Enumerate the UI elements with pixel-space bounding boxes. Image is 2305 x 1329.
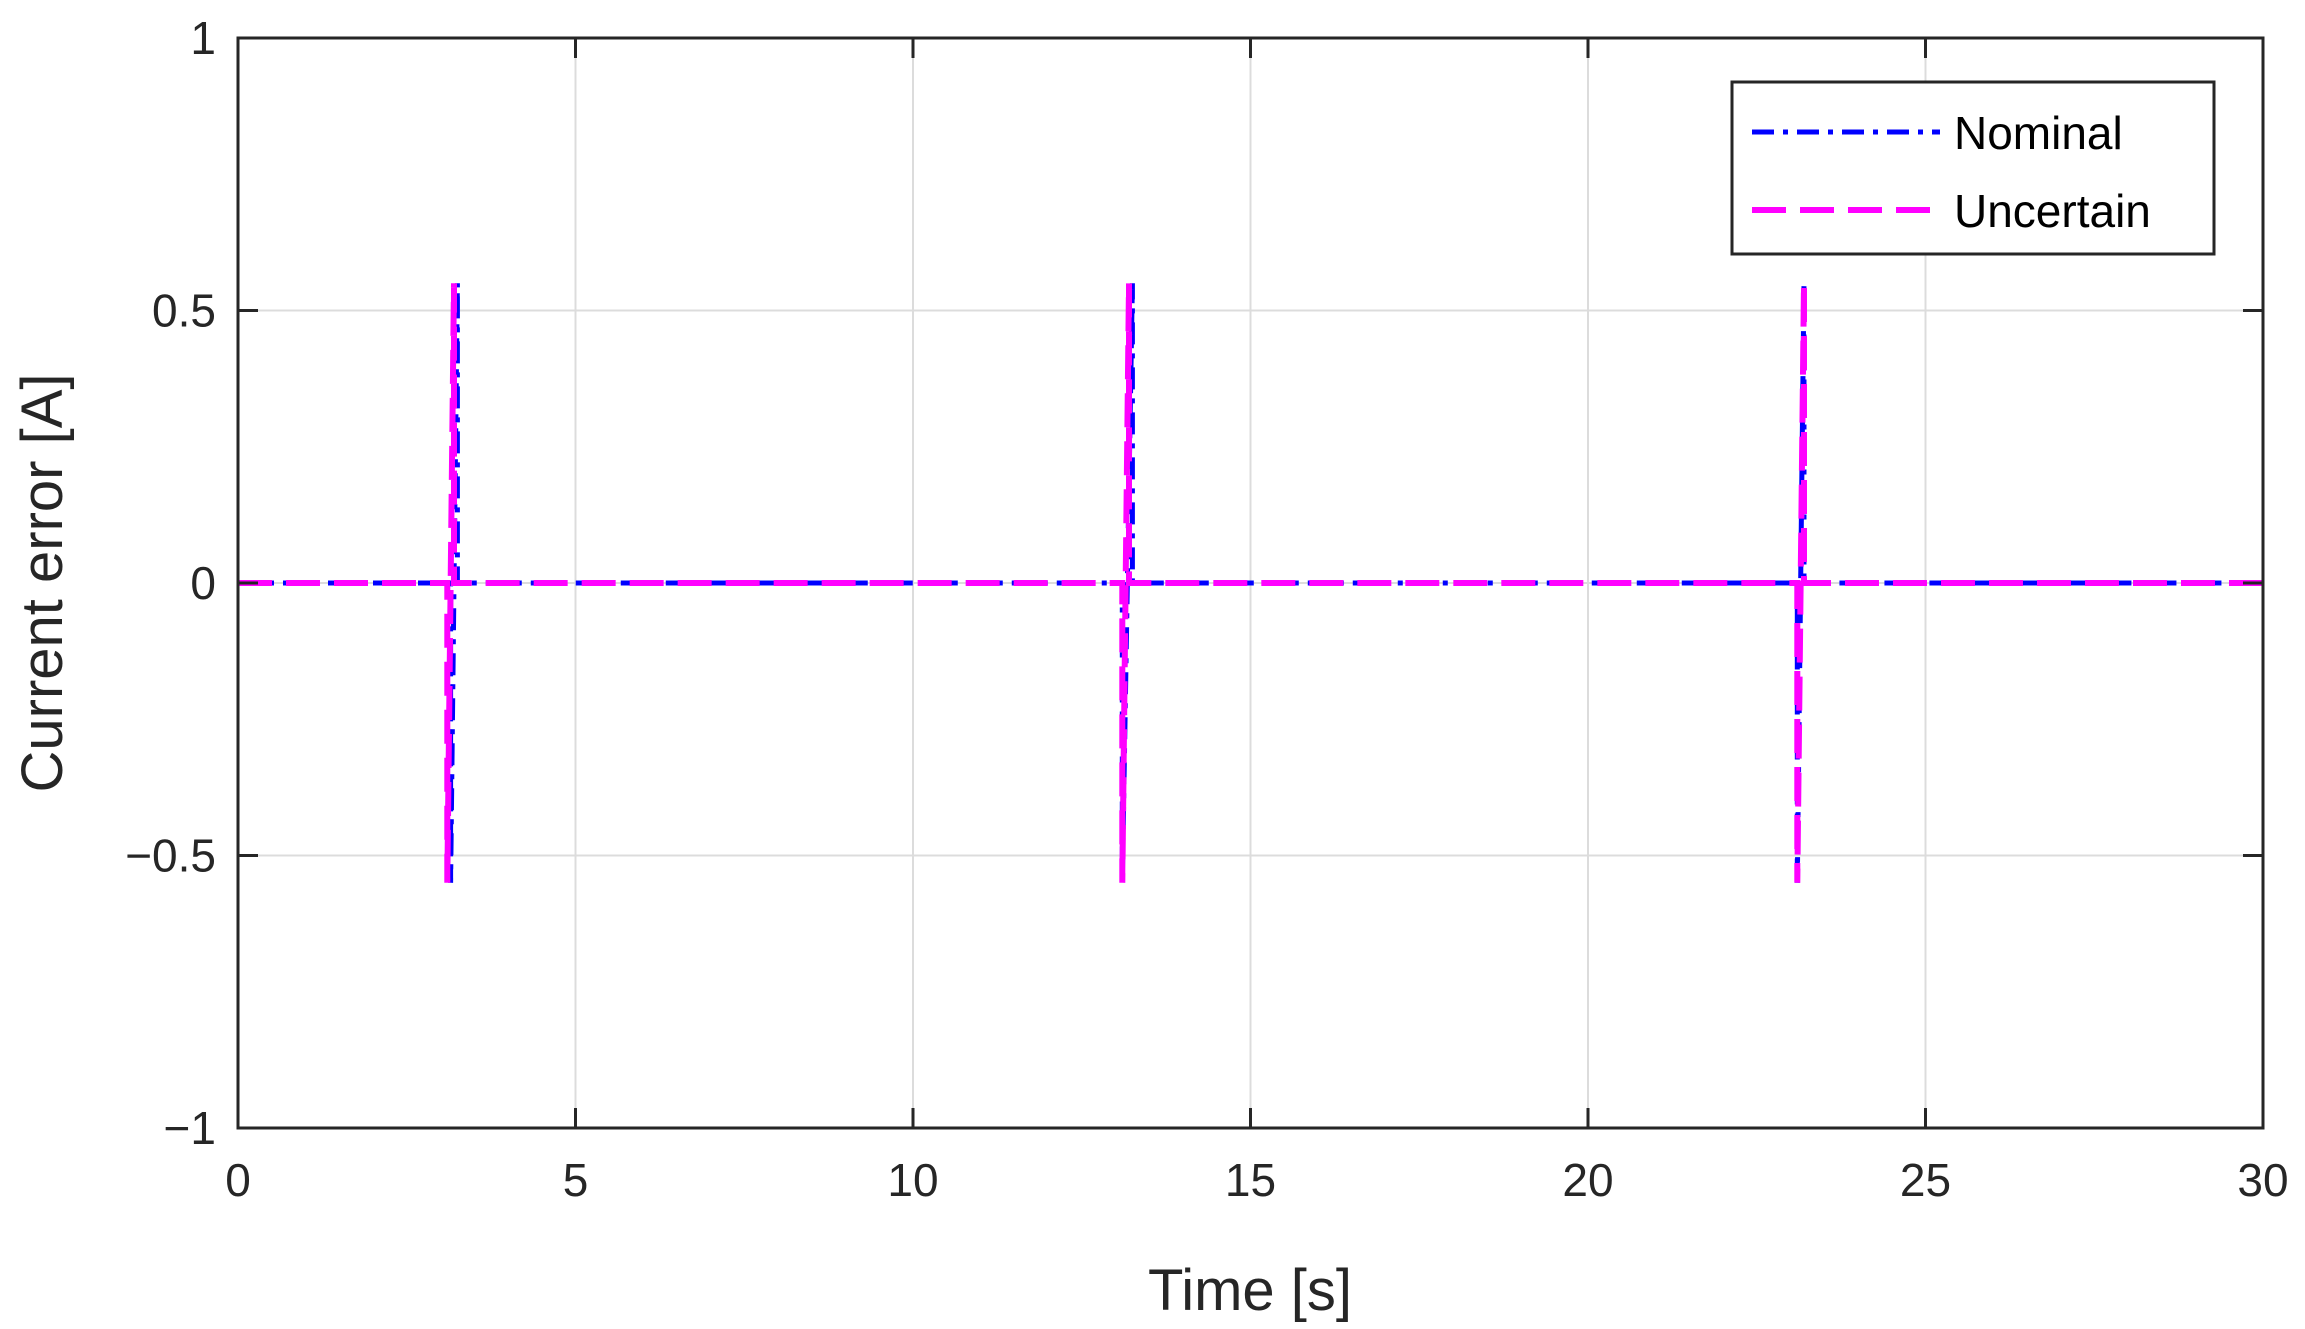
series-line-uncertain (238, 283, 2263, 883)
legend-box (1730, 80, 2216, 256)
y-tick-label: 0.5 (152, 285, 216, 337)
x-tick-label: 15 (1225, 1154, 1276, 1206)
x-tick-label: 5 (563, 1154, 589, 1206)
series-group (238, 283, 2263, 883)
x-tick-label: 10 (887, 1154, 938, 1206)
legend-label-nominal: Nominal (1954, 107, 2123, 159)
y-tick-label: 0 (190, 557, 216, 609)
legend-label-uncertain: Uncertain (1954, 185, 2151, 237)
y-tick-label: 1 (190, 12, 216, 64)
x-tick-label: 0 (225, 1154, 251, 1206)
x-tick-label: 20 (1562, 1154, 1613, 1206)
y-axis-label: Current error [A] (10, 374, 75, 793)
legend: Nominal Uncertain (1730, 80, 2216, 256)
y-tick-label: −1 (164, 1102, 216, 1154)
y-tick-label: −0.5 (125, 830, 216, 882)
ticks (236, 36, 2265, 1130)
x-tick-label: 30 (2237, 1154, 2288, 1206)
tick-labels: 0 5 10 15 20 25 30 −1 −0.5 0 0.5 1 (125, 12, 2288, 1206)
x-axis-label: Time [s] (1148, 1258, 1352, 1323)
x-tick-label: 25 (1900, 1154, 1951, 1206)
